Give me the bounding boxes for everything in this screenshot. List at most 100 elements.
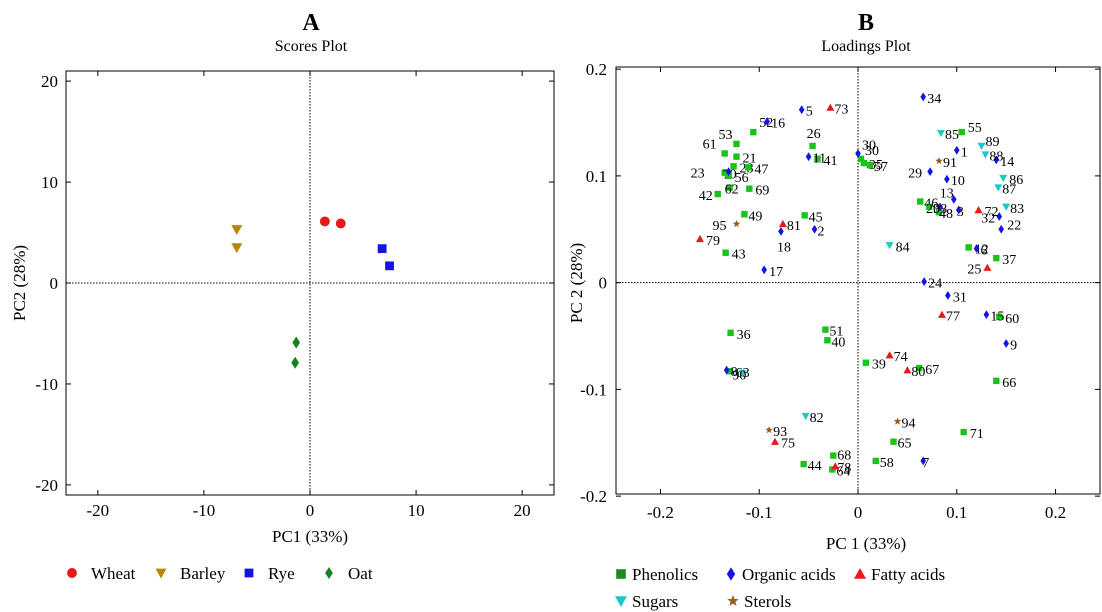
loading-point-label: 37 <box>1002 253 1016 268</box>
panel-a-letter: A <box>302 10 320 36</box>
loading-point-sugars <box>999 174 1008 183</box>
loading-point-label: 29 <box>908 167 922 182</box>
loading-point-phenolics <box>714 190 721 198</box>
scores-point-wheat <box>335 218 346 229</box>
loading-point-sugars <box>1002 203 1011 211</box>
loading-point-phenolics <box>721 150 728 157</box>
loading-point-phenolics <box>730 163 737 170</box>
loading-point-phenolics <box>890 438 897 445</box>
loading-point-label: 69 <box>755 184 769 199</box>
loading-point-label: 58 <box>880 456 894 471</box>
loading-point-label: 48 <box>939 207 953 222</box>
loading-point-sugars <box>936 129 945 138</box>
loading-point-phenolics <box>822 326 829 333</box>
loading-point-label: 49 <box>748 209 762 224</box>
scores-point-oat <box>291 356 299 369</box>
loading-point-sterols <box>935 156 943 165</box>
loading-point-label: 15 <box>990 310 1004 325</box>
loading-point-phenolics <box>866 162 874 169</box>
loading-point-phenolics <box>996 313 1003 320</box>
loading-point-label: 79 <box>706 234 720 249</box>
loading-point-phenolics <box>745 164 752 171</box>
loading-point-organic-acids <box>996 212 1003 221</box>
loading-point-organic-acids <box>955 205 962 215</box>
loading-point-label: 73 <box>834 103 848 118</box>
loadings-x-axis-title: PC 1 (33%) <box>826 534 906 553</box>
loading-point-label: 30 <box>865 144 879 159</box>
loading-point-label: 84 <box>896 240 910 255</box>
loading-point-label: 62 <box>725 183 739 198</box>
loading-point-organic-acids <box>920 456 926 466</box>
loadings-x-tick-label: 0.1 <box>946 503 967 522</box>
scores-point-barley <box>231 225 243 235</box>
loading-point-organic-acids <box>805 152 812 162</box>
loading-point-label: 89 <box>985 135 999 150</box>
loading-point-organic-acids <box>951 194 957 204</box>
loading-point-phenolics <box>916 364 923 372</box>
loading-point-organic-acids <box>983 310 990 320</box>
loadings-legend-label-organic-acids: Organic acids <box>742 565 836 584</box>
loading-point-label: 80 <box>911 365 925 380</box>
loading-point-fatty-acids <box>903 366 912 374</box>
loadings-legend-label-sterols: Sterols <box>744 592 791 611</box>
loading-point-label: 95 <box>713 219 727 234</box>
loadings-plot-panel: B Loadings Plot -0.2 -0.1 0 0.1 0.2 -0.2 -0.1 0… <box>567 10 1101 611</box>
loading-point-label: 65 <box>898 437 912 452</box>
loading-point-phenolics <box>965 244 972 251</box>
loading-point-phenolics <box>726 184 733 191</box>
loading-point-organic-acids <box>761 265 767 275</box>
loading-point-label: 40 <box>831 335 845 350</box>
loadings-legend-label-phenolics: Phenolics <box>632 565 698 584</box>
loading-point-label: 31 <box>953 290 967 305</box>
loading-point-fatty-acids <box>885 351 894 359</box>
loading-point-label: 39 <box>872 358 886 373</box>
loading-point-label: 43 <box>732 248 746 263</box>
loading-point-phenolics <box>993 254 1000 262</box>
loadings-legend-marker-fatty-acids <box>854 568 866 579</box>
scores-point-rye <box>385 261 394 271</box>
loading-point-fatty-acids <box>983 263 992 271</box>
loading-point-label: 25 <box>967 263 981 278</box>
loading-point-organic-acids <box>973 244 980 253</box>
loading-point-label: 81 <box>787 219 801 234</box>
loading-point-fatty-acids <box>826 103 835 111</box>
loading-point-label: 21 <box>743 152 757 167</box>
loading-point-label: 94 <box>902 416 916 431</box>
loading-point-label: 87 <box>1002 183 1016 198</box>
scores-legend-label-wheat: Wheat <box>91 564 136 583</box>
loading-point-label: 75 <box>781 437 795 452</box>
loading-point-phenolics <box>800 460 807 468</box>
scores-legend-label-barley: Barley <box>180 564 226 583</box>
loading-point-label: 88 <box>989 150 1003 165</box>
loading-point-label: 41 <box>824 154 838 169</box>
loadings-ticks: -0.2 -0.1 0 0.1 0.2 -0.2 -0.1 0 0.1 0.2 <box>580 60 1100 522</box>
loading-point-fatty-acids <box>771 437 780 445</box>
loading-point-organic-acids <box>953 145 960 155</box>
scores-x-tick-label: 0 <box>306 501 315 520</box>
loading-point-sterols <box>893 417 902 425</box>
scores-x-tick-label: 10 <box>408 501 425 520</box>
loading-point-sterols <box>765 425 773 434</box>
scores-legend-marker-oat <box>325 566 333 580</box>
loadings-points: 6153522128477056624269494326414530355755… <box>691 92 1025 480</box>
loading-point-phenolics <box>993 377 1000 385</box>
loading-point-organic-acids <box>725 167 732 177</box>
loading-point-label: 71 <box>970 427 984 442</box>
scores-plot-panel: A Scores Plot -20 -10 0 10 20 -20 -10 0 10 20 PC1… <box>10 10 555 583</box>
loading-point-organic-acids <box>993 155 1000 165</box>
loading-point-fatty-acids <box>695 234 704 243</box>
scores-y-tick-label: 20 <box>41 72 58 91</box>
scores-x-tick-label: -10 <box>193 501 216 520</box>
loading-point-phenolics <box>727 329 734 337</box>
loading-point-label: 20 <box>926 202 940 217</box>
loading-point-organic-acids <box>920 92 926 102</box>
scores-plot-title: Scores Plot <box>275 38 348 55</box>
loading-point-organic-acids <box>811 224 818 234</box>
loading-point-phenolics <box>872 457 879 465</box>
loading-point-sugars <box>994 184 1003 192</box>
scores-legend-label-rye: Rye <box>268 564 295 583</box>
loading-point-fatty-acids <box>778 219 787 228</box>
loading-point-phenolics <box>801 212 808 219</box>
loading-point-label: 1 <box>961 145 968 160</box>
